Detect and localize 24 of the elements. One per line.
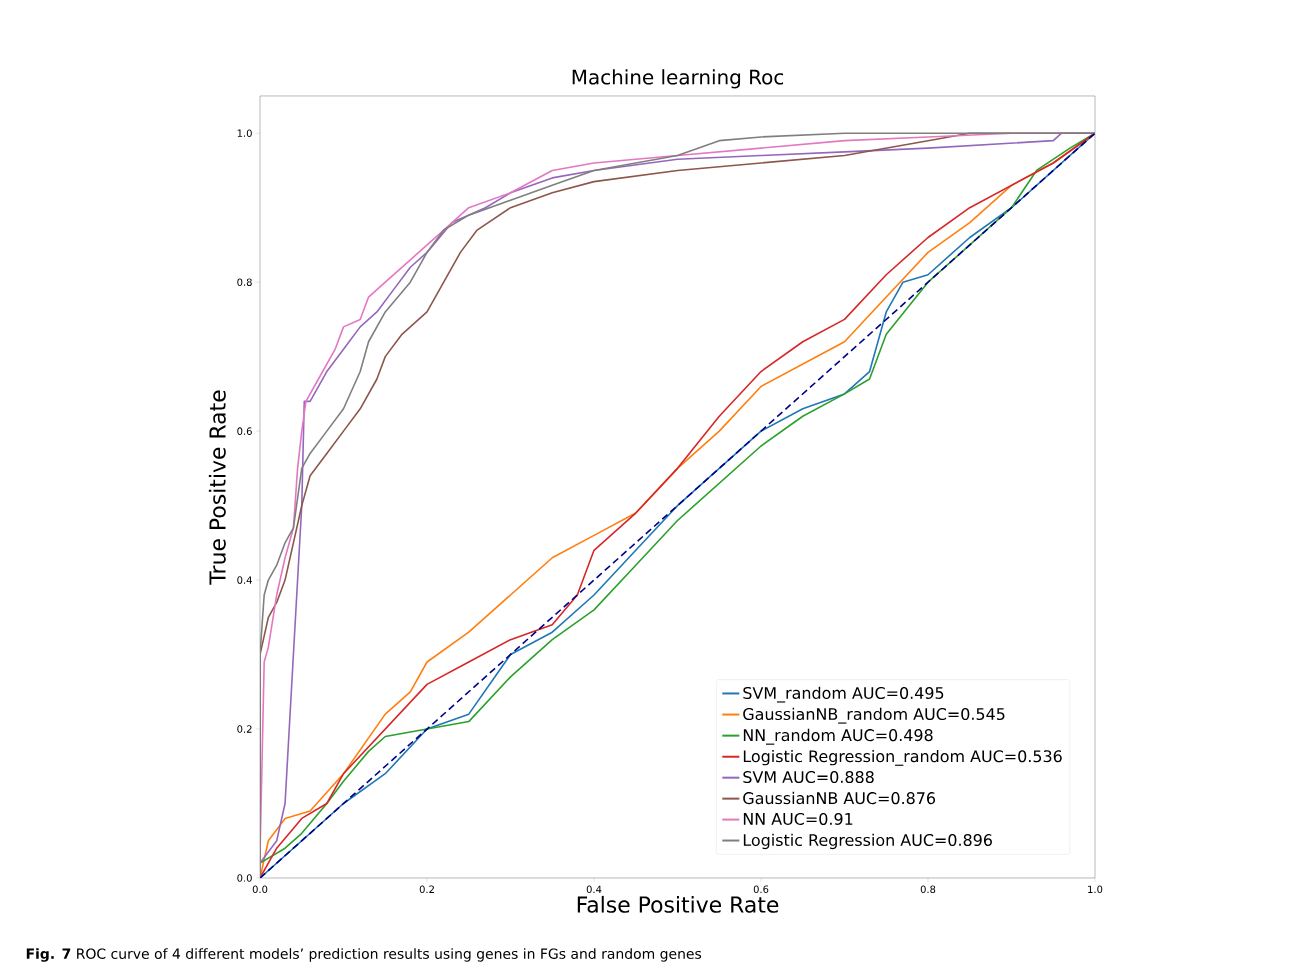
y-tick-label: 0.4 bbox=[237, 576, 252, 584]
legend-label: NN_random AUC=0.498 bbox=[743, 728, 933, 745]
y-tick-label: 0.0 bbox=[237, 874, 252, 882]
text: Fig. 7 ROC curve of 4 different models’ prediction results using genes in FGs and random genes bbox=[26, 948, 702, 962]
y-tick-label: 0.2 bbox=[237, 725, 252, 733]
x-tick-label: 0.4 bbox=[586, 885, 602, 894]
legend-label: Logistic Regression AUC=0.896 bbox=[743, 833, 992, 850]
y-tick-label: 0.6 bbox=[237, 427, 252, 435]
legend-label: GaussianNB AUC=0.876 bbox=[743, 791, 936, 805]
x-tick-label: 1.0 bbox=[1088, 885, 1103, 894]
x-axis-title: False Positive Rate bbox=[577, 895, 779, 913]
y-tick-label: 0.8 bbox=[237, 278, 252, 286]
legend-label: GaussianNB_random AUC=0.545 bbox=[743, 707, 1005, 724]
x-tick-label: 0.2 bbox=[419, 885, 434, 894]
x-tick-label: 0.8 bbox=[920, 885, 936, 894]
x-tick-label: 0.6 bbox=[753, 885, 769, 894]
y-axis-title: True Positive Rate bbox=[208, 390, 226, 585]
chart-title: Machine learning Roc bbox=[572, 69, 784, 89]
x-tick-label: 0.0 bbox=[252, 885, 268, 894]
legend-label: NN AUC=0.91 bbox=[743, 812, 853, 825]
y-tick-label: 1.0 bbox=[237, 129, 252, 137]
legend-label: SVM AUC=0.888 bbox=[743, 771, 874, 784]
legend-label: Logistic Regression_random AUC=0.536 bbox=[743, 749, 1062, 766]
legend-label: SVM_random AUC=0.495 bbox=[743, 686, 944, 703]
